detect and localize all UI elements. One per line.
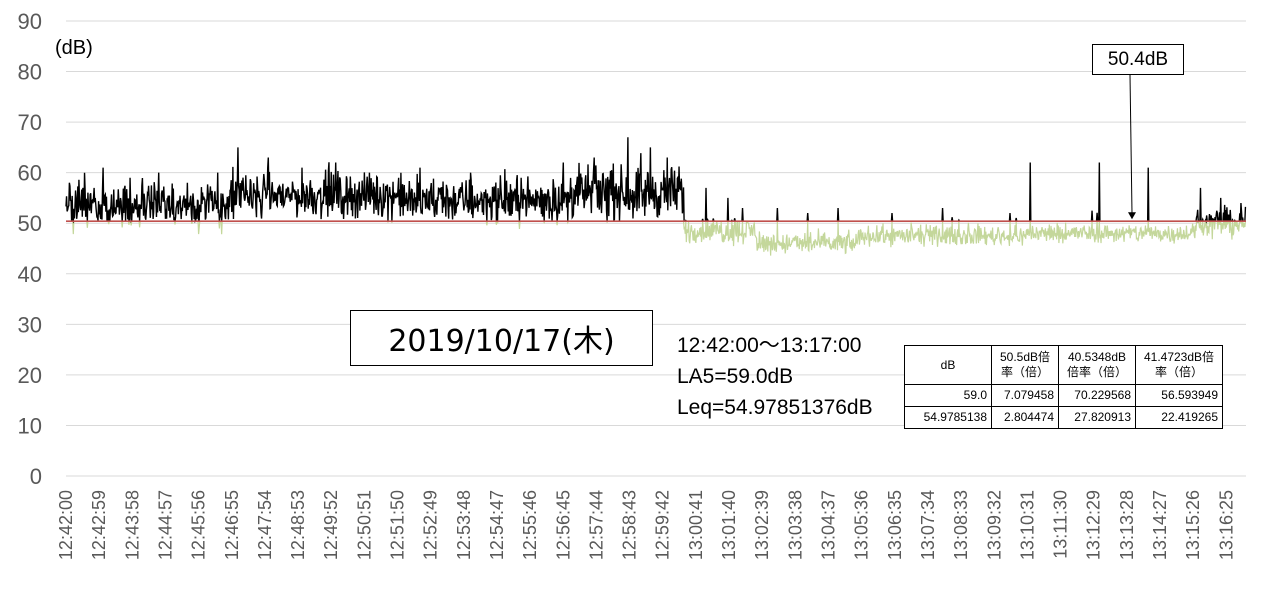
x-tick-label: 13:02:39: [752, 490, 772, 560]
threshold-callout-label: 50.4dB: [1107, 48, 1169, 70]
x-tick-label: 13:11:30: [1051, 490, 1071, 559]
x-tick-label: 13:08:33: [951, 490, 971, 560]
series-lines: [65, 137, 1247, 256]
measurement-period: 12:42:00～13:17:00: [677, 334, 862, 357]
y-tick-label: 80: [18, 60, 42, 85]
x-tick-label: 12:50:51: [354, 490, 374, 560]
x-tick-label: 13:07:34: [918, 490, 938, 560]
x-tick-label: 12:48:53: [288, 490, 308, 560]
x-tick-label: 12:42:59: [89, 490, 109, 560]
x-tick-label: 13:10:31: [1017, 490, 1037, 560]
x-tick-label: 13:06:35: [885, 490, 905, 560]
y-tick-label: 20: [18, 363, 42, 388]
x-tick-label: 12:54:47: [487, 490, 507, 560]
stats-cell: 7.079458: [991, 384, 1059, 407]
x-tick-label: 12:59:42: [653, 490, 673, 560]
x-tick-label: 12:52:49: [421, 490, 441, 560]
x-tick-label: 13:04:37: [819, 490, 839, 560]
stats-cell: 2.804474: [991, 406, 1059, 429]
stats-cell: 27.820913: [1058, 406, 1136, 429]
y-tick-label: 90: [18, 9, 42, 34]
x-tick-label: 13:09:32: [984, 490, 1004, 560]
x-tick-label: 13:14:27: [1150, 490, 1170, 560]
x-tick-label: 12:45:56: [189, 490, 209, 560]
stats-cell: 59.0: [904, 384, 992, 407]
y-axis-unit: (dB): [55, 37, 93, 59]
series-below-threshold: [66, 219, 1247, 256]
y-axis-ticks: 0 10 20 30 40 50 60 70 80 90: [18, 9, 42, 489]
x-tick-label: 12:56:45: [553, 490, 573, 560]
x-axis-ticks: 12:42:00 12:42:59 12:43:58 12:44:57 12:45:56…: [56, 490, 1236, 560]
callout-arrowhead: [1128, 212, 1136, 220]
stats-table-row: 59.0 7.079458 70.229568 56.593949: [904, 384, 1223, 407]
x-tick-label: 12:53:48: [454, 490, 474, 560]
threshold-callout: 50.4dB: [1092, 44, 1184, 75]
stats-cell: 56.593949: [1135, 384, 1223, 407]
stats-header-cell: 40.5348dB倍率（倍）: [1058, 345, 1136, 385]
y-tick-label: 70: [18, 110, 42, 135]
x-tick-label: 13:03:38: [785, 490, 805, 560]
stats-header-cell: 50.5dB倍率（倍）: [991, 345, 1059, 385]
callout-arrow: [1129, 74, 1133, 214]
x-tick-label: 13:00:41: [686, 490, 706, 560]
x-tick-label: 12:58:43: [620, 490, 640, 560]
y-tick-label: 40: [18, 262, 42, 287]
stats-cell: 22.419265: [1135, 406, 1223, 429]
stats-cell: 54.9785138: [904, 406, 992, 429]
x-tick-label: 13:15:26: [1183, 490, 1203, 560]
la5-value: LA5=59.0dB: [677, 365, 794, 388]
stats-table-row: 54.9785138 2.804474 27.820913 22.419265: [904, 406, 1223, 429]
x-tick-label: 12:47:54: [255, 490, 275, 560]
date-label: 2019/10/17(木): [388, 324, 615, 359]
x-tick-label: 13:01:40: [719, 490, 739, 560]
y-tick-label: 10: [18, 413, 42, 438]
stats-header-cell: dB: [904, 345, 992, 385]
y-tick-label: 30: [18, 312, 42, 337]
x-tick-label: 12:51:50: [388, 490, 408, 560]
leq-value: Leq=54.97851376dB: [677, 396, 873, 419]
x-tick-label: 12:49:52: [321, 490, 341, 560]
x-tick-label: 12:43:58: [122, 490, 142, 560]
date-label-box: 2019/10/17(木): [350, 310, 653, 366]
x-tick-label: 12:57:44: [586, 490, 606, 560]
gridlines: [66, 20, 1246, 426]
series-above-threshold: [65, 137, 1247, 224]
x-tick-label: 13:05:36: [852, 490, 872, 560]
stats-table-header: dB 50.5dB倍率（倍） 40.5348dB倍率（倍） 41.4723dB倍…: [904, 345, 1223, 385]
x-tick-label: 13:13:28: [1117, 490, 1137, 560]
x-tick-label: 12:42:00: [56, 490, 76, 560]
y-tick-label: 60: [18, 161, 42, 186]
x-tick-label: 12:44:57: [155, 490, 175, 560]
y-tick-label: 50: [18, 211, 42, 236]
x-tick-label: 13:12:29: [1084, 490, 1104, 560]
measurement-info: 12:42:00～13:17:00 LA5=59.0dB Leq=54.9785…: [677, 330, 873, 423]
x-tick-label: 12:55:46: [520, 490, 540, 560]
stats-header-cell: 41.4723dB倍率（倍）: [1135, 345, 1223, 385]
y-tick-label: 0: [30, 464, 42, 489]
x-tick-label: 12:46:55: [222, 490, 242, 560]
stats-table: dB 50.5dB倍率（倍） 40.5348dB倍率（倍） 41.4723dB倍…: [904, 345, 1223, 429]
stats-cell: 70.229568: [1058, 384, 1136, 407]
x-tick-label: 13:16:25: [1216, 490, 1236, 560]
